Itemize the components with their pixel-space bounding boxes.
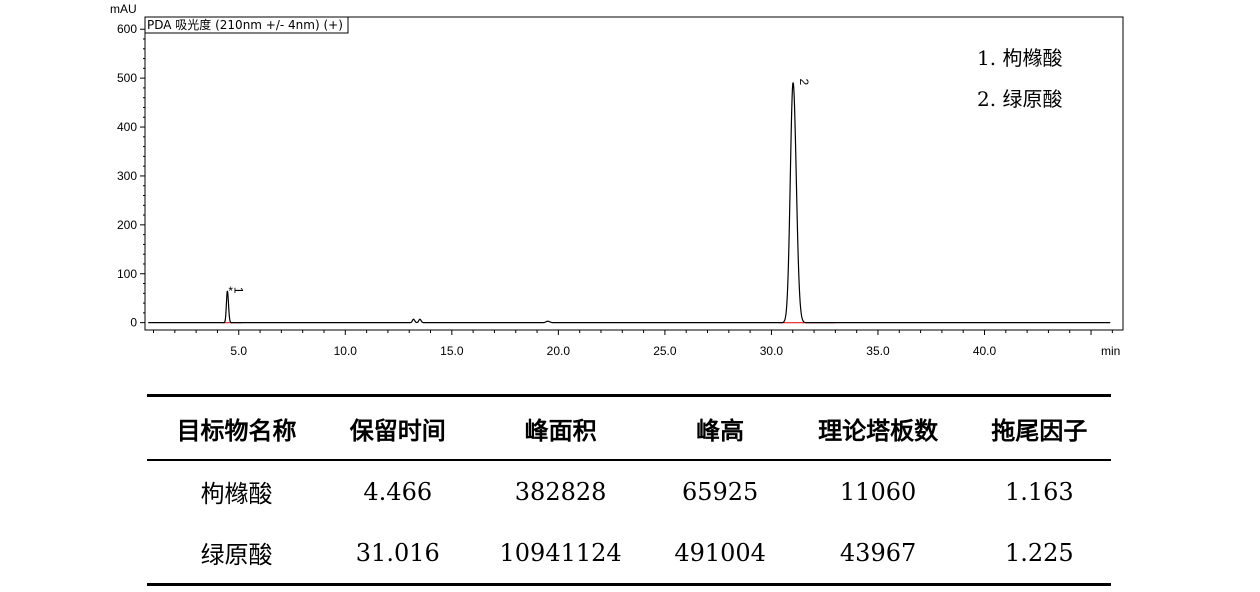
cell-retention-time: 4.466 <box>363 477 433 506</box>
y-tick-label: 500 <box>117 71 137 85</box>
table-header-row: 目标物名称 保留时间 峰面积 峰高 理论塔板数 拖尾因子 <box>147 394 1111 461</box>
x-tick-label: 25.0 <box>653 344 677 358</box>
x-tick-label: 35.0 <box>866 344 890 358</box>
x-tick-label: 10.0 <box>334 344 358 358</box>
cell-peak-height: 491004 <box>651 522 789 586</box>
x-tick-label: 5.0 <box>230 344 247 358</box>
y-tick-label: 400 <box>117 120 137 134</box>
y-axis-ticks: 0 100 200 300 400 500 600 <box>117 22 145 330</box>
cell-analyte-name: 枸橼酸 <box>200 480 273 508</box>
y-tick-label: 300 <box>117 169 137 183</box>
cell-theoretical-plates: 43967 <box>788 522 968 586</box>
peak-label: 2 <box>797 79 811 86</box>
plot-frame <box>144 16 1124 331</box>
table-row: 绿原酸 31.016 10941124 491004 43967 1.225 <box>147 522 1111 586</box>
x-tick-label: 20.0 <box>547 344 571 358</box>
peak-label: 1 <box>231 287 245 294</box>
y-tick-label: 600 <box>117 22 137 36</box>
x-tick-label: 30.0 <box>760 344 784 358</box>
x-tick-label: 15.0 <box>440 344 464 358</box>
header-theoretical-plates: 理论塔板数 <box>788 394 968 461</box>
y-tick-label: 0 <box>130 316 137 330</box>
chromatogram-trace <box>148 82 1111 324</box>
y-tick-label: 100 <box>117 267 137 281</box>
header-peak-area: 峰面积 <box>469 394 652 461</box>
results-table: 目标物名称 保留时间 峰面积 峰高 理论塔板数 拖尾因子 枸橼酸 4.466 3… <box>147 394 1111 586</box>
legend-item-1: 1. 枸橼酸 <box>977 46 1062 70</box>
cell-tailing-factor: 1.163 <box>1004 477 1074 506</box>
legend-item-2: 2. 绿原酸 <box>977 87 1062 111</box>
x-axis-label: min <box>1101 344 1120 358</box>
chart-title: PDA 吸光度 (210nm +/- 4nm) (+) <box>147 17 343 32</box>
y-axis-label: mAU <box>110 2 137 16</box>
peak-labels: 1* 2 <box>228 79 811 298</box>
header-retention-time: 保留时间 <box>326 394 470 461</box>
x-axis-ticks: 5.0 10.0 15.0 20.0 25.0 30.0 35.0 40.0 <box>153 330 1113 358</box>
cell-peak-area: 10941124 <box>469 522 652 586</box>
y-tick-label: 200 <box>117 218 137 232</box>
table-row: 枸橼酸 4.466 382828 65925 11060 1.163 <box>147 460 1111 522</box>
cell-theoretical-plates: 11060 <box>839 477 917 506</box>
chromatogram: 0 100 200 300 400 500 600 5.0 10.0 15.0 20.0 25.0 3… <box>110 2 1124 358</box>
cell-peak-area: 382828 <box>514 477 607 506</box>
cell-peak-height: 65925 <box>681 477 759 506</box>
header-tailing-factor: 拖尾因子 <box>967 394 1111 461</box>
cell-analyte-name: 绿原酸 <box>147 522 327 586</box>
chart-title-box <box>144 16 349 34</box>
header-analyte-name: 目标物名称 <box>147 394 327 461</box>
peak-marker: * <box>228 284 233 298</box>
header-peak-height: 峰高 <box>651 394 789 461</box>
cell-retention-time: 31.016 <box>326 522 470 586</box>
x-tick-label: 40.0 <box>973 344 997 358</box>
cell-tailing-factor: 1.225 <box>967 522 1111 586</box>
